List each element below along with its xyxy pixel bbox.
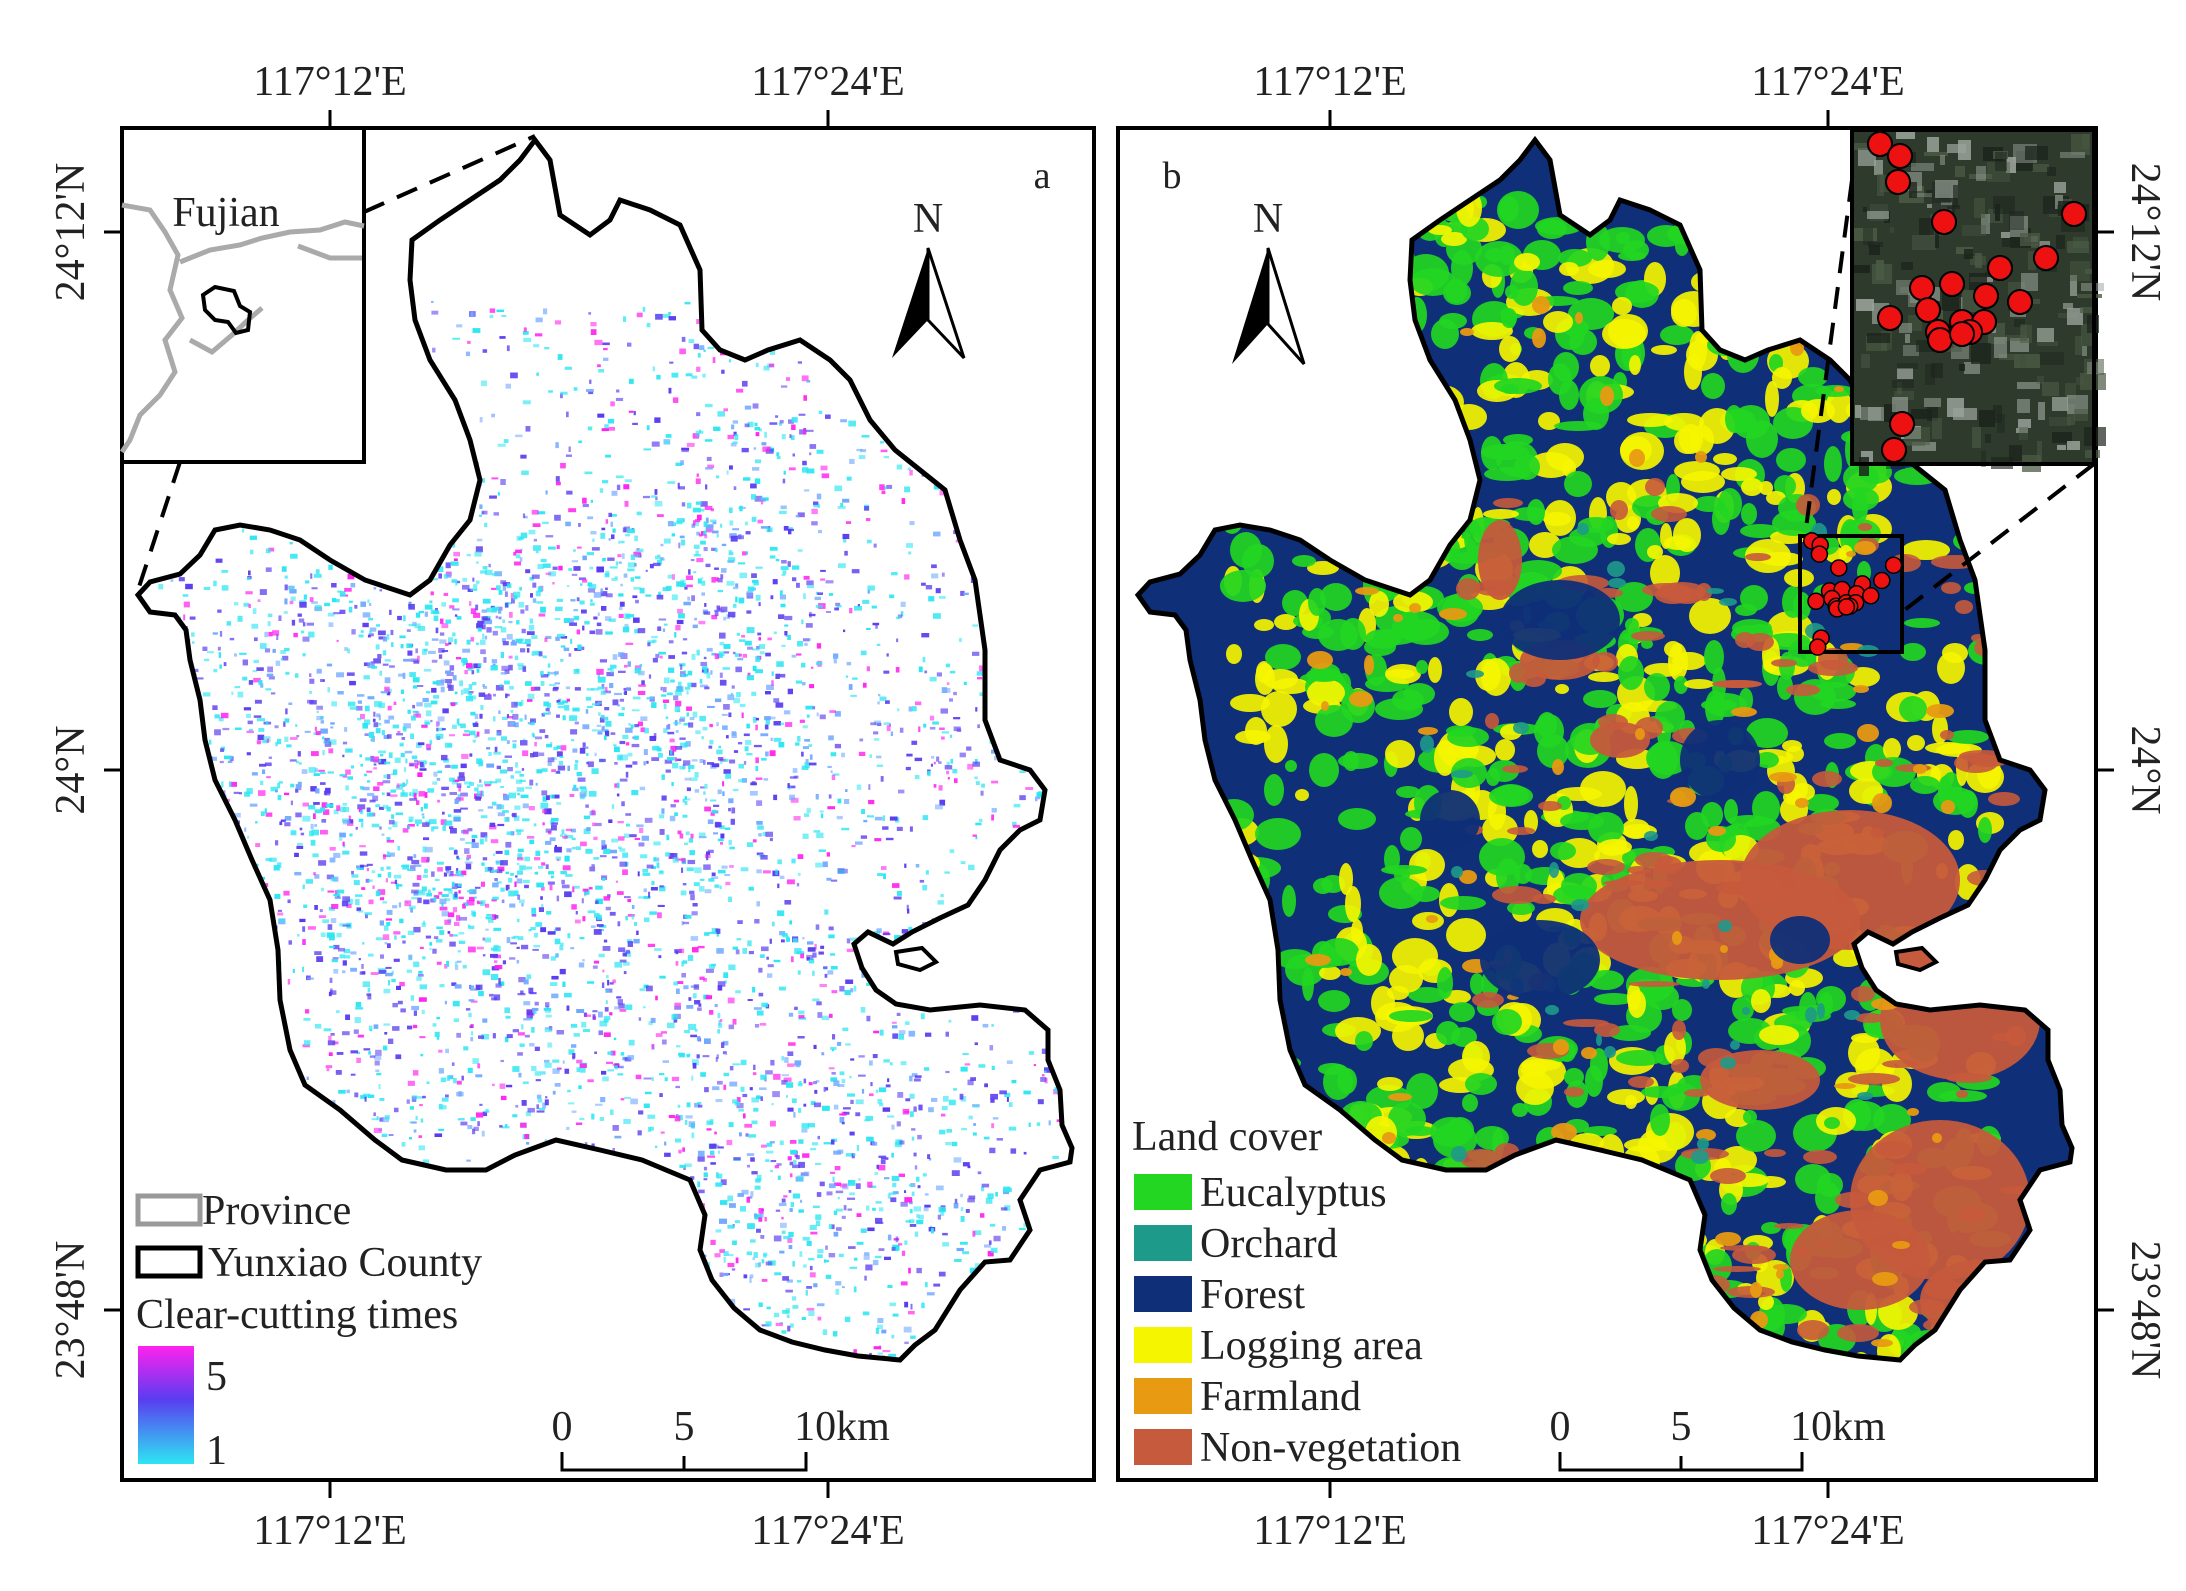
panel-a-left-tick-3: 23°48'N xyxy=(48,1241,94,1380)
sample-point xyxy=(1890,412,1914,436)
scale-a-10km: 10km xyxy=(794,1404,890,1450)
sample-point xyxy=(1882,438,1906,462)
scale-a-5: 5 xyxy=(674,1404,695,1450)
legend-county-label: Yunxiao County xyxy=(208,1240,482,1286)
legend-swatch-forest xyxy=(1134,1276,1192,1312)
legend-label-non-vegetation: Non-vegetation xyxy=(1200,1425,1461,1471)
legend-label-logging-area: Logging area xyxy=(1200,1323,1423,1369)
panel-a-left-tick-1: 24°12'N xyxy=(48,163,94,302)
panel-a-bottom-tick-1: 117°12'E xyxy=(253,1508,406,1554)
legend-label-orchard: Orchard xyxy=(1200,1221,1338,1267)
legend-label-farmland: Farmland xyxy=(1200,1374,1361,1420)
north-label-a: N xyxy=(913,196,943,242)
legend-swatch-eucalyptus xyxy=(1134,1174,1192,1210)
panel-a-letter: a xyxy=(1034,155,1051,197)
sample-point xyxy=(1831,560,1847,576)
legend-swatch-non-vegetation xyxy=(1134,1429,1192,1465)
panel-b-right-tick-2: 24°N xyxy=(2122,725,2168,814)
sample-point xyxy=(1810,639,1826,655)
legend-swatch-farmland xyxy=(1134,1378,1192,1414)
sample-point xyxy=(1838,599,1854,615)
sample-point xyxy=(1910,276,1934,300)
panel-b-right-tick-3: 23°48'N xyxy=(2122,1241,2168,1380)
legend-county-swatch xyxy=(138,1248,200,1276)
sample-point xyxy=(2034,246,2058,270)
panel-a-top-tick-1: 117°12'E xyxy=(253,59,406,105)
panel-a-bottom-tick-2: 117°24'E xyxy=(751,1508,904,1554)
sample-point xyxy=(1863,588,1879,604)
legend-swatch-orchard xyxy=(1134,1225,1192,1261)
inset-label-fujian: Fujian xyxy=(172,190,279,236)
locator-inset: Fujian xyxy=(122,128,364,462)
legend-province-label: Province xyxy=(202,1188,351,1234)
north-label-b: N xyxy=(1253,196,1283,242)
sample-point xyxy=(1886,170,1910,194)
legend-b-title: Land cover xyxy=(1132,1114,1322,1160)
sample-point xyxy=(1878,306,1902,330)
panel-b-letter: b xyxy=(1163,155,1182,197)
sample-point xyxy=(1916,298,1940,322)
scale-b-5: 5 xyxy=(1671,1404,1692,1450)
legend-label-eucalyptus: Eucalyptus xyxy=(1200,1170,1387,1216)
sample-point xyxy=(1940,272,1964,296)
scale-b-0: 0 xyxy=(1550,1404,1571,1450)
sample-point xyxy=(1886,557,1902,573)
sample-point xyxy=(1988,256,2012,280)
legend-times-ramp xyxy=(138,1346,194,1464)
panel-b-bottom-tick-2: 117°24'E xyxy=(1751,1508,1904,1554)
panel-a-left-tick-2: 24°N xyxy=(48,725,94,814)
sample-point xyxy=(2062,202,2086,226)
sample-point xyxy=(1808,593,1824,609)
panel-b-top-tick-2: 117°24'E xyxy=(1751,59,1904,105)
sample-point xyxy=(1888,144,1912,168)
legend-province-swatch xyxy=(138,1196,200,1224)
panel-b-right-tick-1: 24°12'N xyxy=(2122,163,2168,302)
legend-swatch-logging-area xyxy=(1134,1327,1192,1363)
panel-a-top-tick-2: 117°24'E xyxy=(751,59,904,105)
satellite-inset xyxy=(1852,130,2106,476)
panel-a: 117°12'E 117°24'E 117°12'E 117°24'E 24°1… xyxy=(48,59,1124,1554)
sample-point xyxy=(1874,573,1890,589)
sample-point xyxy=(1950,322,1974,346)
sample-point xyxy=(1811,546,1827,562)
panel-b-top-tick-1: 117°12'E xyxy=(1253,59,1406,105)
sample-point xyxy=(2008,290,2032,314)
legend-times-min: 1 xyxy=(206,1428,227,1474)
panel-b-bottom-tick-1: 117°12'E xyxy=(1253,1508,1406,1554)
scale-a-0: 0 xyxy=(552,1404,573,1450)
scale-b-10km: 10km xyxy=(1790,1404,1886,1450)
sample-point xyxy=(1928,328,1952,352)
panel-b: 117°12'E 117°24'E 117°12'E 117°24'E 24°1… xyxy=(1118,59,2168,1554)
legend-label-forest: Forest xyxy=(1200,1272,1305,1318)
legend-times-title: Clear-cutting times xyxy=(136,1292,458,1338)
sample-point xyxy=(1974,284,1998,308)
legend-times-max: 5 xyxy=(206,1354,227,1400)
inset-frame xyxy=(122,128,364,462)
sample-point xyxy=(1932,210,1956,234)
